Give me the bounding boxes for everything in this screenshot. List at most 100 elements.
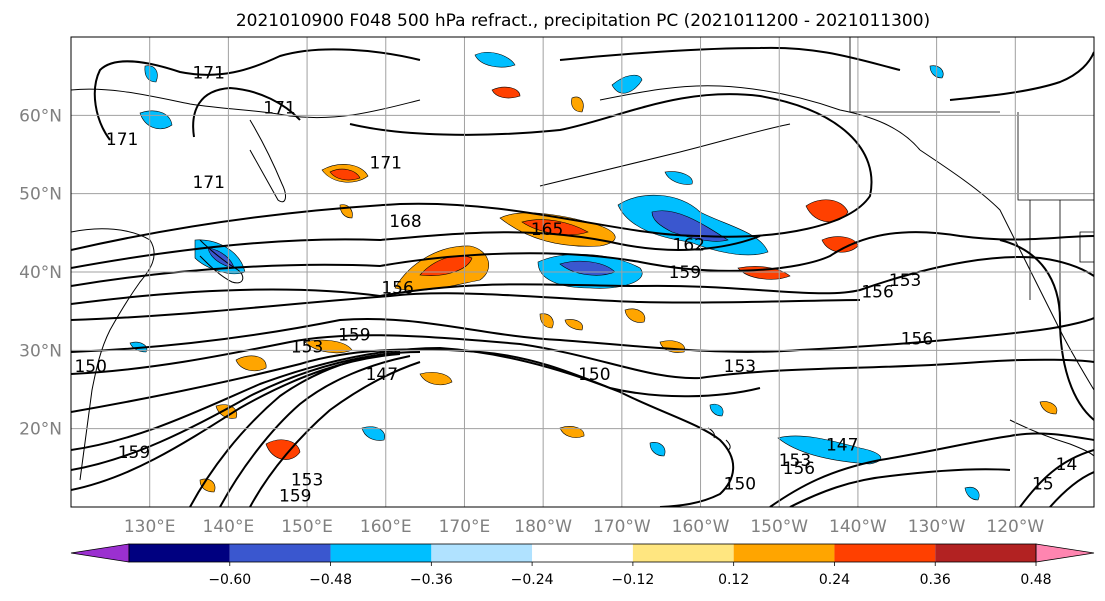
lon-tick-label: 130°W bbox=[908, 517, 966, 537]
contour-label: 168 bbox=[389, 212, 421, 232]
contour-line bbox=[93, 48, 421, 141]
lon-tick-label: 150°E bbox=[281, 517, 333, 537]
map-frame bbox=[70, 36, 1095, 508]
contour-line bbox=[71, 292, 861, 321]
colorbar-tick-label: −0.24 bbox=[511, 572, 554, 588]
colorbar-segment bbox=[935, 544, 1036, 562]
positive-precip-patch bbox=[559, 426, 585, 438]
colorbar-tick-label: 0.48 bbox=[1020, 572, 1051, 588]
contour-label: 165 bbox=[531, 220, 563, 240]
lon-tick-label: 120°W bbox=[986, 517, 1044, 537]
contour-label: 159 bbox=[669, 263, 701, 283]
negative-precip-patch bbox=[709, 403, 724, 417]
contour-line bbox=[949, 51, 1094, 101]
positive-precip-patch bbox=[329, 168, 361, 181]
contour-line bbox=[189, 351, 401, 507]
contour-line bbox=[71, 231, 761, 269]
gridlines bbox=[71, 37, 1094, 507]
contour-line bbox=[1019, 449, 1094, 507]
positive-precip-patch bbox=[624, 308, 646, 323]
colorbar-segment bbox=[330, 544, 432, 562]
negative-precip-patch bbox=[964, 487, 980, 501]
positive-precip-patch bbox=[1039, 401, 1058, 415]
contour-label: 171 bbox=[370, 153, 402, 173]
positive-precip-patch bbox=[419, 372, 453, 386]
contour-label: 156 bbox=[901, 330, 933, 350]
longitude-labels: 130°E 140°E 150°E 160°E 170°E 180°W 170°W 160°W… bbox=[124, 517, 1045, 537]
negative-precip-patch bbox=[651, 210, 729, 242]
colorbar-segment bbox=[632, 544, 734, 562]
positive-precip-patch bbox=[265, 439, 301, 460]
contour-label: 153 bbox=[889, 271, 921, 291]
colorbar-segment bbox=[129, 544, 230, 562]
contour-label: 15 bbox=[1032, 475, 1054, 495]
negative-precip-patch bbox=[144, 65, 158, 83]
contour-label: 159 bbox=[338, 326, 370, 346]
contour-label: 171 bbox=[192, 173, 224, 193]
contour-label: 153 bbox=[291, 337, 323, 357]
contour-label: 159 bbox=[279, 486, 311, 506]
border-line bbox=[1017, 112, 1094, 201]
positive-precip-patch bbox=[571, 96, 584, 113]
coastline-kamchatka bbox=[249, 119, 286, 203]
colorbar-tick-label: −0.36 bbox=[410, 572, 453, 588]
colorbar-frame bbox=[128, 543, 1037, 563]
colorbar-segment bbox=[532, 544, 633, 562]
lon-tick-label: 130°E bbox=[124, 517, 176, 537]
contour-line bbox=[789, 468, 1011, 507]
contour-label: 150 bbox=[578, 365, 610, 385]
contour-label: 171 bbox=[263, 99, 295, 119]
border-line bbox=[849, 37, 1000, 113]
contour-label: 162 bbox=[673, 236, 705, 256]
positive-precip-patch bbox=[564, 319, 583, 331]
contour-label: 14 bbox=[1056, 455, 1078, 475]
colorbar-segment bbox=[431, 544, 533, 562]
contour-label: 150 bbox=[724, 475, 756, 495]
lon-tick-label: 160°W bbox=[672, 517, 730, 537]
lat-tick-label: 20°N bbox=[19, 420, 62, 440]
contour-line bbox=[71, 231, 1094, 287]
lat-tick-label: 30°N bbox=[19, 341, 62, 361]
colorbar-tick-label: 0.12 bbox=[718, 572, 749, 588]
coastline-siberia bbox=[71, 88, 421, 119]
lon-tick-label: 170°W bbox=[593, 517, 651, 537]
colorbar-tick-label: 0.24 bbox=[819, 572, 850, 588]
negative-precip-patch bbox=[664, 171, 693, 185]
contour-line bbox=[71, 317, 1094, 353]
positive-precip-patch bbox=[805, 199, 849, 223]
plot-title: 2021010900 F048 500 hPa refract., precip… bbox=[236, 11, 930, 31]
lon-tick-label: 150°W bbox=[750, 517, 808, 537]
coastline-japan bbox=[199, 239, 244, 284]
coastline-mexico bbox=[1009, 419, 1094, 457]
lat-tick-label: 60°N bbox=[19, 106, 62, 126]
colorbar-arrow-high bbox=[1035, 543, 1095, 563]
contour-line bbox=[249, 361, 421, 507]
colorbar-tick-label: −0.48 bbox=[309, 572, 352, 588]
border-line bbox=[1029, 200, 1061, 320]
political-boundaries bbox=[849, 37, 1094, 320]
contour-line bbox=[219, 355, 411, 507]
coastline-asia bbox=[71, 228, 155, 481]
negative-precip-patch bbox=[649, 442, 666, 457]
coastlines bbox=[71, 85, 1094, 481]
contour-label: 153 bbox=[291, 471, 323, 491]
latitude-labels: 20°N 30°N 40°N 50°N 60°N bbox=[19, 106, 62, 439]
contour-label: 147 bbox=[366, 365, 398, 385]
lon-tick-label: 140°E bbox=[203, 517, 255, 537]
contour-label: 147 bbox=[826, 435, 858, 455]
contour-line bbox=[71, 334, 1094, 380]
positive-precip-patch bbox=[235, 355, 267, 372]
contour-label: 159 bbox=[118, 443, 150, 463]
border-line bbox=[1079, 231, 1094, 263]
contour-label: 171 bbox=[106, 130, 138, 150]
colorbar-segment bbox=[229, 544, 331, 562]
negative-precip-patch bbox=[361, 426, 386, 441]
contour-label: 150 bbox=[74, 357, 106, 377]
contour-line bbox=[71, 346, 735, 507]
colorbar-segment bbox=[733, 544, 835, 562]
contour-label: 156 bbox=[861, 283, 893, 303]
positive-precip-patch bbox=[419, 255, 473, 276]
